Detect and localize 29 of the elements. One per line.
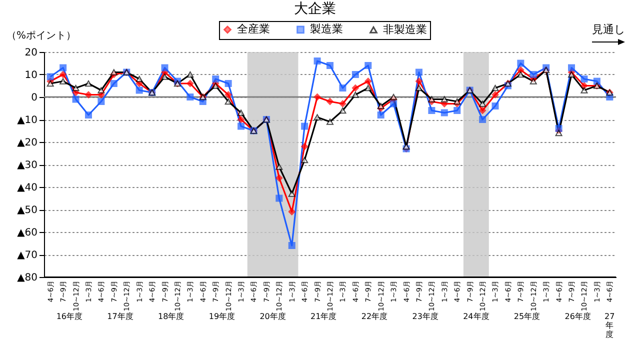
text: 22年度 — [361, 312, 388, 321]
y-tick-label: ▲60 — [17, 228, 38, 238]
text: 26年度 — [564, 312, 591, 321]
y-tick-label: 10 — [24, 70, 38, 81]
text: 27年度 — [604, 312, 615, 339]
y-tick-label: ▲80 — [17, 272, 38, 284]
legend-label: 全産業 — [237, 22, 270, 36]
legend-label: 非製造業 — [383, 22, 427, 36]
y-tick-label: ▲20 — [17, 138, 38, 148]
text: 18年度 — [158, 312, 184, 321]
text: 19年度 — [208, 312, 236, 321]
y-axis-title: （%ポイント） — [6, 30, 76, 42]
text: 見通し — [592, 22, 625, 37]
text: 16年度 — [56, 312, 83, 321]
y-tick-label: 0 — [31, 92, 38, 104]
text: 20年度 — [260, 312, 286, 321]
text: 17年度 — [107, 312, 134, 321]
y-tick-label: ▲50 — [17, 205, 38, 216]
text: 25年度 — [514, 312, 540, 321]
chart-title: 大企業 — [293, 1, 337, 18]
y-tick-label: 20 — [24, 48, 38, 58]
y-tick-label: ▲10 — [17, 115, 38, 126]
text: 23年度 — [412, 312, 438, 321]
y-tick-label: ▲30 — [17, 160, 38, 171]
legend-label: 製造業 — [310, 22, 343, 36]
y-tick-label: ▲70 — [17, 250, 38, 261]
text: 24年度 — [463, 312, 490, 321]
y-tick-label: ▲40 — [17, 182, 38, 194]
text: 21年度 — [310, 312, 337, 321]
